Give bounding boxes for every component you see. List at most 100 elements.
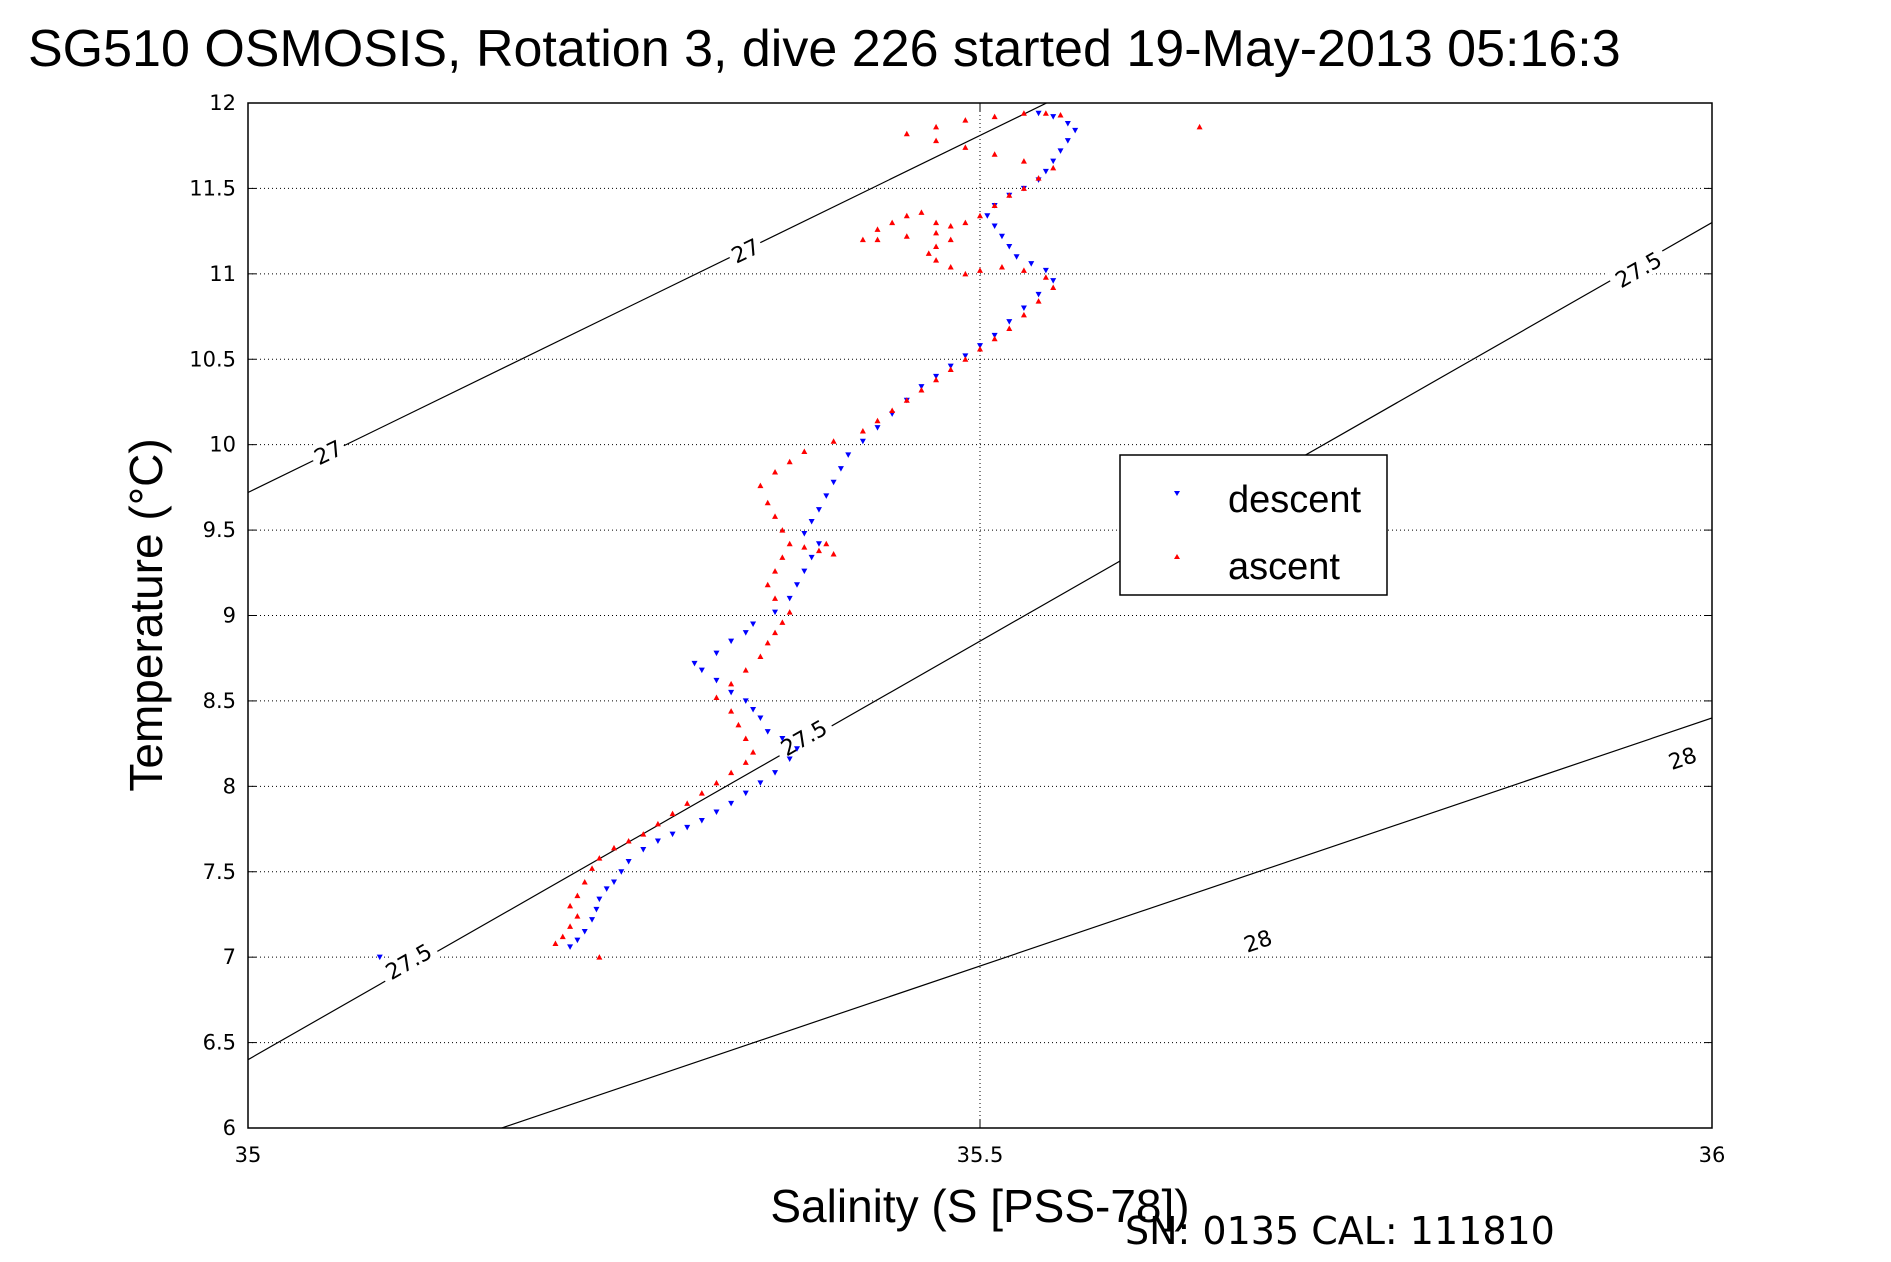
ascent-point — [815, 547, 822, 554]
ascent-point — [713, 694, 720, 700]
ascent-point — [567, 902, 574, 909]
descent-point — [1042, 267, 1049, 274]
y-tick-label: 7.5 — [203, 860, 236, 884]
ascent-point — [764, 499, 771, 506]
descent-point — [1064, 138, 1071, 144]
descent-point — [786, 595, 793, 602]
ascent-point — [574, 892, 581, 899]
legend-descent-label: descent — [1228, 479, 1362, 521]
descent-point — [742, 790, 749, 797]
serial-calibration-text: SN: 0135 CAL: 111810 — [1125, 1209, 1555, 1253]
descent-point — [757, 780, 764, 786]
ascent-point — [903, 233, 910, 239]
ascent-point — [859, 236, 866, 243]
ascent-point — [977, 346, 983, 352]
descent-point — [933, 373, 940, 380]
descent-point — [698, 667, 705, 674]
ascent-point — [962, 356, 969, 362]
descent-point — [1064, 121, 1071, 127]
legend-box — [1119, 454, 1388, 596]
ascent-point — [933, 243, 940, 249]
ascent-point — [991, 113, 998, 120]
descent-point — [786, 756, 793, 762]
ascent-point — [977, 212, 983, 219]
descent-point — [764, 729, 771, 735]
ascent-point — [1057, 111, 1064, 118]
chart-title: SG510 OSMOSIS, Rotation 3, dive 226 star… — [28, 20, 1621, 78]
descent-point — [1006, 244, 1013, 250]
ascent-point — [757, 653, 764, 659]
descent-point — [918, 384, 925, 390]
descent-point — [808, 554, 815, 561]
ascent-point — [889, 219, 896, 226]
y-tick-label: 6.5 — [203, 1031, 236, 1055]
y-tick-label: 12 — [209, 91, 236, 115]
ascent-point — [772, 469, 779, 475]
descent-point — [998, 233, 1005, 240]
y-tick-label: 10.5 — [189, 347, 236, 371]
ascent-point — [772, 513, 779, 519]
isopycnal-label-group: 27.5 — [1605, 243, 1670, 294]
descent-point — [742, 630, 749, 636]
descent-point — [728, 689, 735, 696]
descent-point — [837, 466, 844, 472]
ascent-point — [962, 117, 969, 123]
ascent-point — [933, 123, 940, 130]
ascent-point — [830, 551, 837, 557]
isopycnal-label-bg — [1237, 923, 1278, 957]
descent-point — [1042, 168, 1049, 175]
ascent-point — [933, 376, 940, 383]
descent-point — [611, 879, 617, 885]
y-tick-label: 7 — [223, 945, 236, 969]
ascent-point — [764, 639, 771, 646]
ascent-point — [772, 595, 779, 601]
isopycnal-label-bg — [1605, 243, 1670, 294]
ascent-point — [933, 229, 940, 236]
isopycnal-label-group: 28 — [1237, 923, 1278, 959]
grid — [247, 102, 1713, 1129]
ascent-point — [684, 800, 691, 806]
ascent-point — [801, 448, 808, 454]
isopycnal-contours — [248, 103, 1712, 1128]
ascent-point — [830, 438, 837, 444]
ascent-point — [589, 865, 596, 871]
data-points — [376, 110, 1203, 961]
ascent-point — [991, 335, 998, 342]
ascent-point — [1006, 192, 1013, 198]
ascent-point — [1020, 267, 1027, 273]
ascent-point — [1020, 158, 1027, 164]
descent-point — [991, 223, 998, 229]
ascent-point — [625, 838, 632, 844]
ascent-point — [764, 581, 771, 588]
descent-point — [984, 213, 991, 219]
ascent-point — [772, 629, 779, 636]
descent-point — [1006, 319, 1013, 325]
descent-point — [618, 869, 625, 875]
descent-point — [596, 896, 603, 903]
ascent-point — [742, 759, 749, 765]
ascent-point — [1006, 325, 1013, 331]
descent-point — [1035, 110, 1042, 117]
y-axis-ticks: 6 6.5 7 7.5 8 8.5 9 9.5 10 10.5 11 11.5 12 — [189, 91, 1712, 1140]
descent-point — [801, 568, 808, 575]
descent-point — [625, 859, 632, 865]
ascent-point — [1035, 298, 1042, 304]
ascent-point — [786, 540, 793, 547]
descent-point — [640, 847, 647, 853]
ascent-point — [596, 855, 603, 861]
descent-point — [779, 736, 786, 742]
isopycnal-line-27-5 — [248, 222, 1712, 1061]
ascent-point — [903, 130, 910, 137]
ascent-point — [1042, 274, 1049, 280]
x-tick-label: 35.5 — [957, 1143, 1004, 1167]
ascent-point — [962, 270, 969, 277]
y-tick-label: 11 — [209, 262, 236, 286]
ascent-point — [925, 250, 932, 256]
descent-point — [750, 621, 757, 628]
descent-point — [376, 954, 383, 961]
descent-point — [815, 541, 822, 547]
ascent-point — [786, 458, 793, 465]
descent-point — [845, 452, 852, 458]
